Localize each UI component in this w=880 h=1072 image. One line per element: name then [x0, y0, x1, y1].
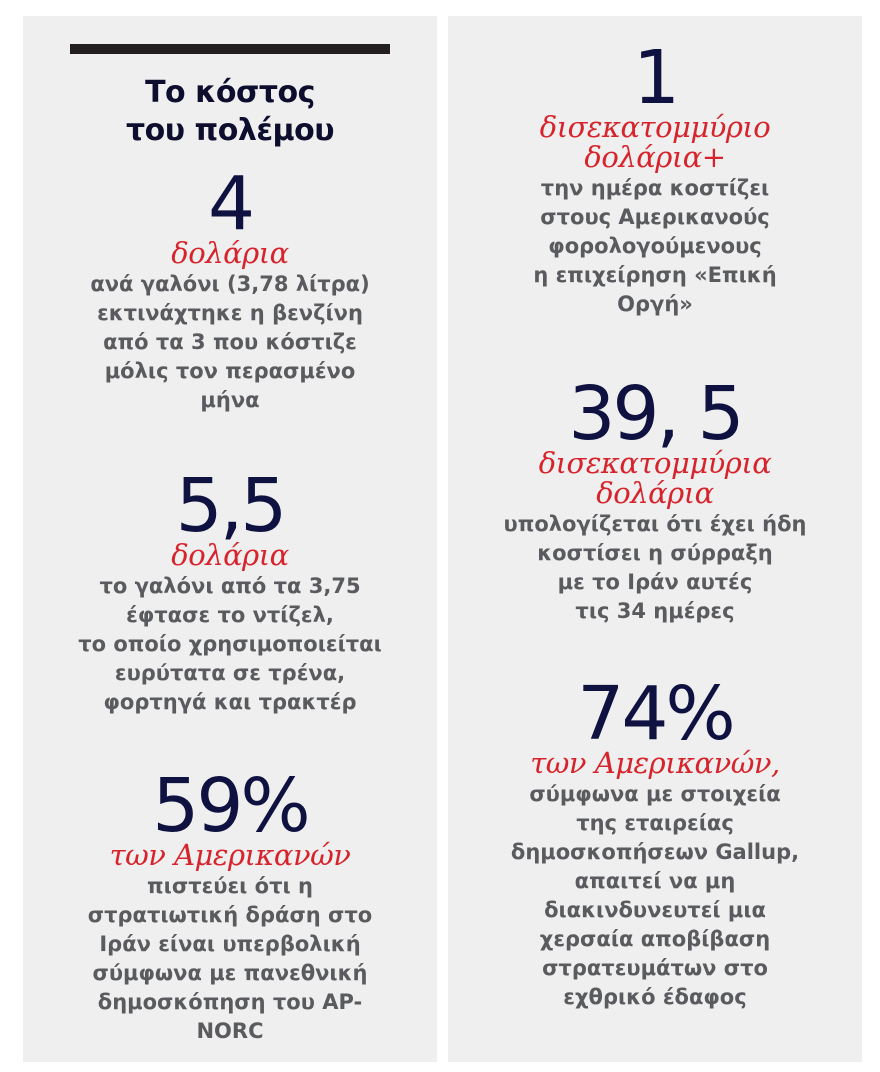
left-panel: Το κόστος του πολέμου 4 δολάρια ανά γαλό…: [23, 16, 437, 1062]
stat-description: ανά γαλόνι (3,78 λίτρα) εκτινάχτηκε η βε…: [23, 270, 437, 415]
stat-unit: δισεκατομμύρια δολάρια: [448, 448, 862, 508]
desc-line: μόλις τον περασμένο: [104, 359, 356, 383]
stat-value: 4: [207, 161, 255, 247]
desc-line: πιστεύει ότι η: [147, 874, 313, 898]
stat-value: 1: [632, 35, 680, 121]
stat-unit: των Αμερικανών: [23, 840, 437, 870]
desc-line: δημοσκοπήσεων Gallup,: [510, 840, 800, 864]
desc-line: κοστίσει η σύρραξη: [537, 541, 773, 565]
stat-description: το γαλόνι από τα 3,75 έφτασε το ντίζελ, …: [23, 572, 437, 717]
stat-value: 5,5: [175, 463, 288, 549]
stat-unit-line: δισεκατομμύρια: [538, 446, 772, 480]
stat-daily-cost: 1 δισεκατομμύριο δολάρια+ την ημέρα κοστ…: [448, 35, 862, 319]
stat-unit-line: δολάρια: [596, 476, 714, 510]
desc-line: φορολογούμενους: [548, 234, 762, 258]
desc-line: εχθρικό έδαφος: [563, 985, 747, 1009]
title-line: του πολέμου: [126, 113, 334, 148]
desc-line: σύμφωνα με στοιχεία: [529, 782, 781, 806]
desc-line: από τα 3 που κόστιζε: [103, 330, 357, 354]
stat-gallup-poll: 74% των Αμερικανών, σύμφωνα με στοιχεία …: [448, 671, 862, 1012]
desc-line: της εταιρείας: [576, 811, 734, 835]
stat-unit-line: των Αμερικανών: [109, 838, 351, 872]
desc-line: στρατευμάτων στο: [542, 956, 768, 980]
stat-description: σύμφωνα με στοιχεία της εταιρείας δημοσκ…: [448, 780, 862, 1012]
desc-line: το γαλόνι από τα 3,75: [99, 574, 361, 598]
desc-line: φορτηγά και τρακτέρ: [103, 690, 357, 714]
stat-unit-line: δολάρια: [171, 538, 289, 572]
desc-line: με το Ιράν αυτές: [557, 570, 753, 594]
desc-line: στρατιωτική δράση στο: [87, 903, 373, 927]
desc-line: έφτασε το ντίζελ,: [126, 603, 334, 627]
stat-unit-line: δολάρια+: [584, 140, 726, 174]
desc-line: χερσαία αποβίβαση: [539, 927, 771, 951]
desc-line: σύμφωνα με πανεθνική: [92, 961, 368, 985]
desc-line: τις 34 ημέρες: [575, 599, 735, 623]
desc-line: στους Αμερικανούς: [540, 205, 770, 229]
desc-line: ανά γαλόνι (3,78 λίτρα): [90, 272, 370, 296]
stat-value: 59%: [152, 763, 310, 849]
desc-line: η επιχείρηση «Επική: [533, 263, 777, 287]
desc-line: ευρύτατα σε τρένα,: [114, 661, 346, 685]
stat-unit: δολάρια: [23, 238, 437, 268]
desc-line: εκτινάχτηκε η βενζίνη: [97, 301, 363, 325]
desc-line: Ιράν είναι υπερβολική: [99, 932, 361, 956]
desc-line: μήνα: [200, 388, 260, 412]
stat-diesel-price: 5,5 δολάρια το γαλόνι από τα 3,75 έφτασε…: [23, 463, 437, 717]
stat-value: 74%: [577, 671, 735, 757]
header-rule: [70, 44, 390, 54]
stat-ap-norc-poll: 59% των Αμερικανών πιστεύει ότι η στρατι…: [23, 763, 437, 1046]
stat-description: πιστεύει ότι η στρατιωτική δράση στο Ιρά…: [23, 872, 437, 1046]
desc-line: υπολογίζεται ότι έχει ήδη: [503, 512, 807, 536]
desc-line: την ημέρα κοστίζει: [540, 176, 770, 200]
desc-line: NORC: [196, 1019, 264, 1043]
stat-unit: δολάρια: [23, 540, 437, 570]
stat-gasoline-price: 4 δολάρια ανά γαλόνι (3,78 λίτρα) εκτινά…: [23, 161, 437, 415]
desc-line: Οργή»: [617, 292, 693, 316]
desc-line: απαιτεί να μη: [574, 869, 736, 893]
stat-description: την ημέρα κοστίζει στους Αμερικανούς φορ…: [448, 174, 862, 319]
stat-unit-line: των Αμερικανών,: [530, 746, 780, 780]
stat-unit: δισεκατομμύριο δολάρια+: [448, 112, 862, 172]
page-title: Το κόστος του πολέμου: [23, 74, 437, 150]
title-line: Το κόστος: [145, 75, 315, 110]
desc-line: δημοσκόπηση του AP-: [97, 990, 363, 1014]
stat-value: 39, 5: [568, 371, 744, 457]
desc-line: το οποίο χρησιμοποιείται: [78, 632, 382, 656]
stat-total-cost: 39, 5 δισεκατομμύρια δολάρια υπολογίζετα…: [448, 371, 862, 626]
stat-unit-line: δολάρια: [171, 236, 289, 270]
desc-line: διακινδυνευτεί μια: [544, 898, 766, 922]
stat-unit-line: δισεκατομμύριο: [539, 110, 771, 144]
stat-description: υπολογίζεται ότι έχει ήδη κοστίσει η σύρ…: [448, 510, 862, 626]
right-panel: 1 δισεκατομμύριο δολάρια+ την ημέρα κοστ…: [448, 16, 862, 1062]
stat-unit: των Αμερικανών,: [448, 748, 862, 778]
